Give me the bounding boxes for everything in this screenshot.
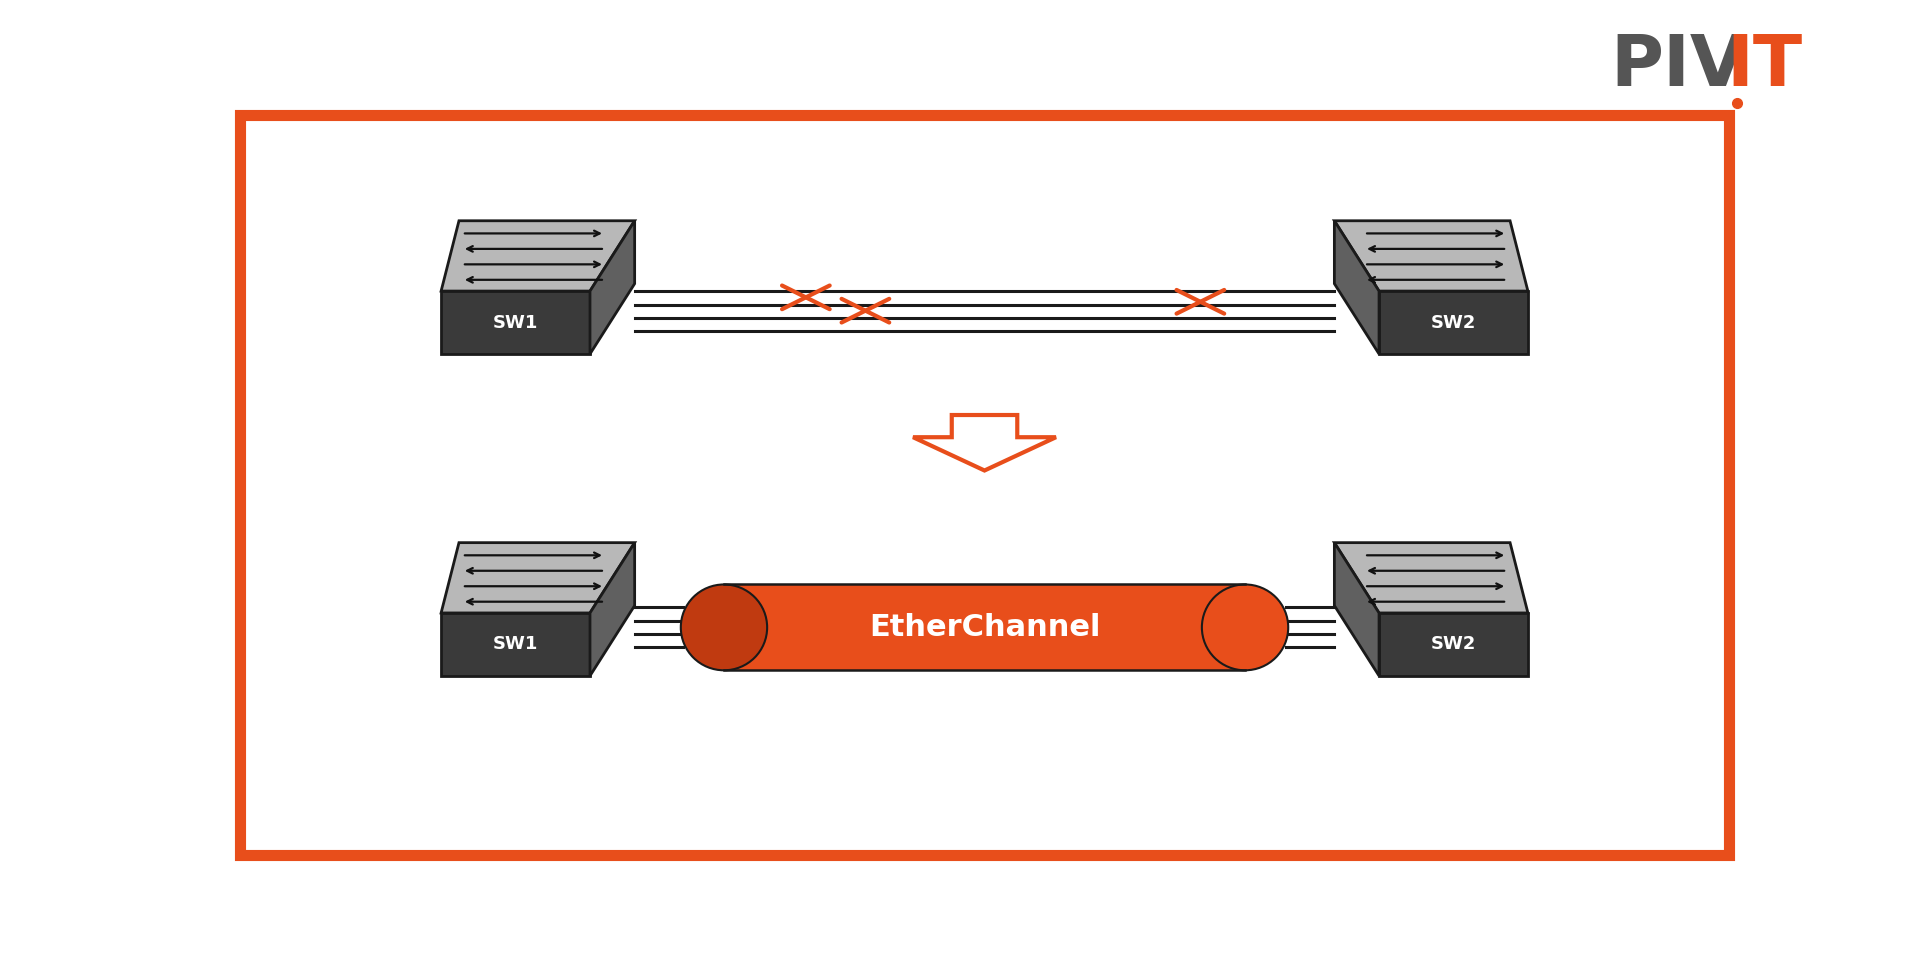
Ellipse shape — [1203, 584, 1289, 671]
Polygon shape — [1335, 543, 1379, 676]
Polygon shape — [590, 221, 634, 354]
FancyBboxPatch shape — [724, 584, 1245, 671]
Text: SW2: SW2 — [1431, 635, 1475, 653]
Polygon shape — [442, 221, 634, 291]
Polygon shape — [1335, 221, 1527, 291]
Polygon shape — [1379, 613, 1527, 676]
Polygon shape — [442, 543, 634, 613]
Polygon shape — [1335, 221, 1379, 354]
Text: IT: IT — [1725, 32, 1802, 101]
Ellipse shape — [680, 584, 766, 671]
Text: SW1: SW1 — [494, 635, 538, 653]
Text: EtherChannel: EtherChannel — [868, 613, 1101, 642]
Polygon shape — [1379, 291, 1527, 354]
Text: SW1: SW1 — [494, 313, 538, 332]
Polygon shape — [442, 613, 590, 676]
Text: SW2: SW2 — [1431, 313, 1475, 332]
Polygon shape — [590, 543, 634, 676]
Text: PIV: PIV — [1610, 32, 1746, 101]
Polygon shape — [1335, 543, 1527, 613]
Polygon shape — [442, 291, 590, 354]
